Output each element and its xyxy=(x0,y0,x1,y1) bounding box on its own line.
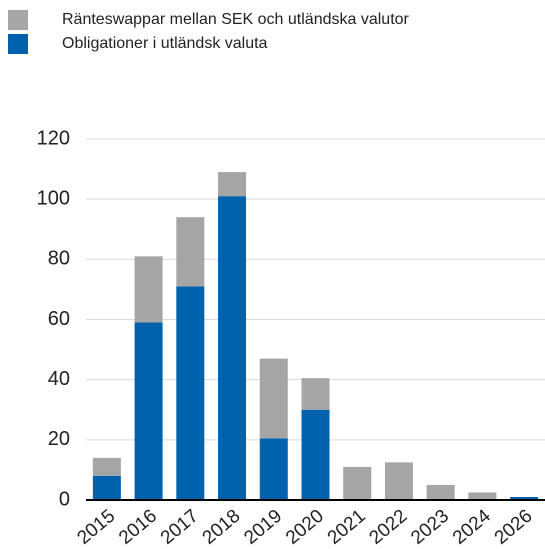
bar-segment xyxy=(176,286,205,500)
bar-segment xyxy=(259,438,288,500)
bar-segment xyxy=(134,256,163,323)
x-tick-label: 2021 xyxy=(324,506,370,549)
legend-label: Ränteswappar mellan SEK och utländska va… xyxy=(62,11,410,28)
bar-segment xyxy=(92,475,121,500)
bar-segment xyxy=(301,378,330,410)
y-tick-label: 60 xyxy=(48,308,70,330)
bar-segment xyxy=(468,492,497,500)
y-tick-label: 20 xyxy=(48,428,70,450)
bar-segment xyxy=(218,172,247,197)
y-tick-label: 100 xyxy=(37,187,70,209)
x-tick-label: 2026 xyxy=(491,506,537,549)
x-tick-label: 2022 xyxy=(366,506,412,549)
bar-segment xyxy=(384,462,413,500)
x-tick-label: 2024 xyxy=(449,505,495,549)
y-tick-label: 80 xyxy=(48,248,70,270)
bar-segment xyxy=(218,196,247,501)
y-tick-label: 0 xyxy=(59,488,70,510)
bar-segment xyxy=(426,484,455,500)
x-tick-label: 2023 xyxy=(407,506,453,549)
legend-swatch xyxy=(8,34,28,54)
bar-segment xyxy=(510,496,539,500)
y-tick-label: 40 xyxy=(48,368,70,390)
x-tick-label: 2020 xyxy=(282,506,328,549)
bar-segment xyxy=(134,322,163,500)
bar-segment xyxy=(259,358,288,439)
legend-swatch xyxy=(8,10,28,30)
bar-segment xyxy=(92,457,121,476)
legend-label: Obligationer i utländsk valuta xyxy=(62,35,268,52)
x-tick-label: 2016 xyxy=(115,506,161,549)
bar-segment xyxy=(343,466,372,500)
x-tick-label: 2018 xyxy=(199,506,245,549)
bar-segment xyxy=(176,217,205,287)
x-tick-label: 2019 xyxy=(240,506,286,549)
x-tick-label: 2017 xyxy=(157,506,203,549)
y-tick-label: 120 xyxy=(37,127,70,149)
bar-segment xyxy=(301,409,330,500)
x-tick-label: 2015 xyxy=(73,506,119,549)
